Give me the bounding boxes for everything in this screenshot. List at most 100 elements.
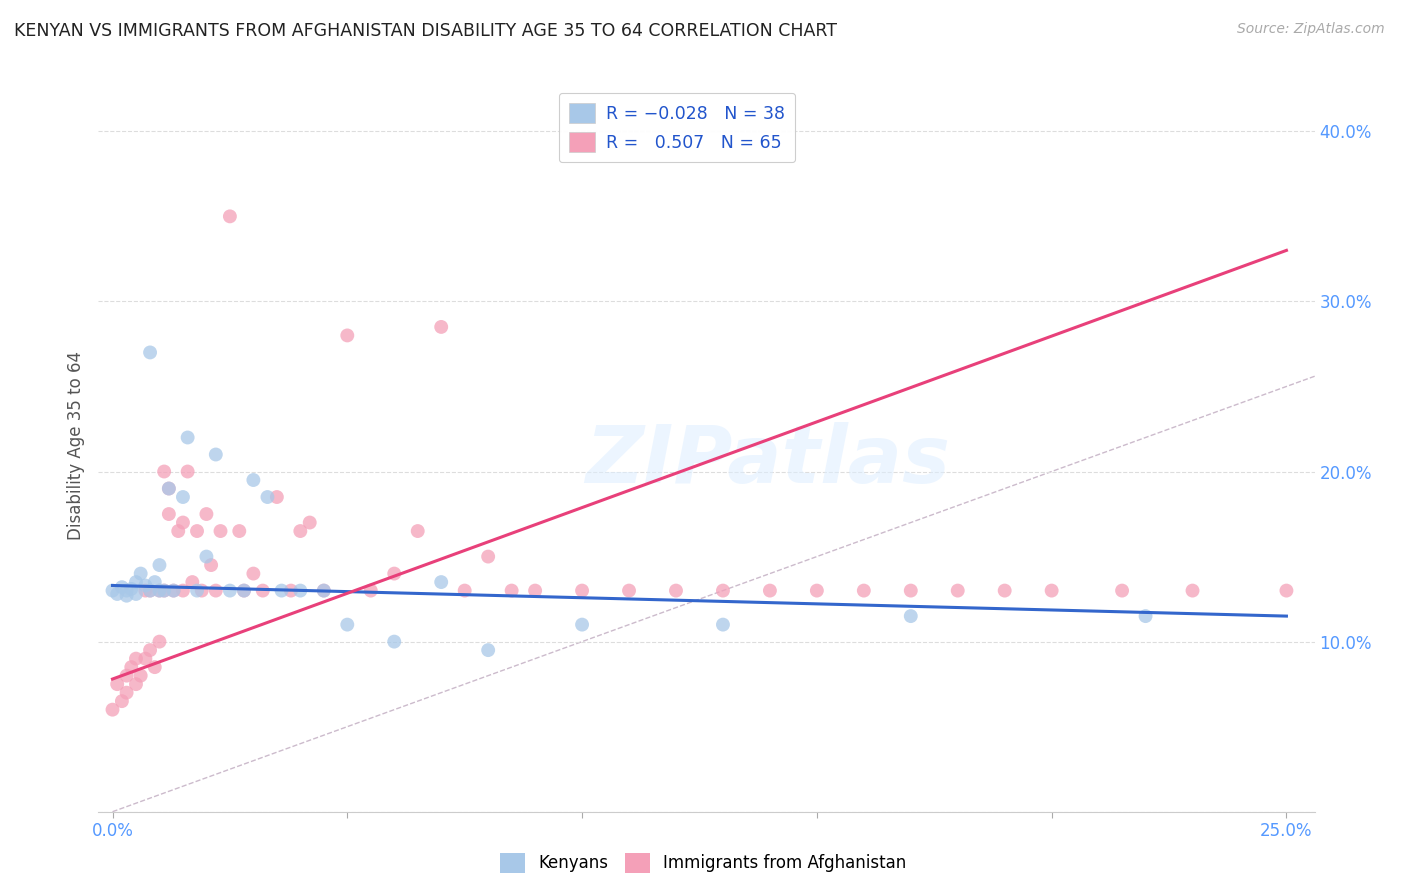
Point — [256, 490, 278, 504]
Point — [125, 587, 148, 601]
Point — [186, 583, 208, 598]
Point — [430, 575, 453, 590]
Point — [994, 583, 1017, 598]
Point — [162, 583, 184, 598]
Point — [711, 617, 734, 632]
Point — [148, 583, 170, 598]
Point — [157, 482, 180, 496]
Point — [382, 634, 405, 648]
Point — [115, 589, 138, 603]
Point — [167, 524, 190, 538]
Point — [157, 482, 180, 496]
Text: KENYAN VS IMMIGRANTS FROM AFGHANISTAN DISABILITY AGE 35 TO 64 CORRELATION CHART: KENYAN VS IMMIGRANTS FROM AFGHANISTAN DI… — [14, 22, 837, 40]
Point — [454, 583, 477, 598]
Point — [134, 651, 156, 665]
Point — [233, 583, 256, 598]
Point — [129, 566, 152, 581]
Point — [153, 465, 176, 479]
Point — [270, 583, 292, 598]
Point — [266, 490, 288, 504]
Point — [139, 345, 162, 359]
Point — [312, 583, 335, 598]
Point — [252, 583, 274, 598]
Point — [1040, 583, 1063, 598]
Y-axis label: Disability Age 35 to 64: Disability Age 35 to 64 — [66, 351, 84, 541]
Point — [157, 507, 180, 521]
Point — [129, 668, 152, 682]
Point — [186, 524, 208, 538]
Point — [617, 583, 640, 598]
Point — [153, 583, 176, 598]
Point — [195, 549, 218, 564]
Point — [571, 617, 593, 632]
Point — [148, 558, 170, 572]
Point — [111, 580, 134, 594]
Point — [219, 210, 242, 224]
Point — [101, 703, 124, 717]
Point — [105, 677, 128, 691]
Point — [233, 583, 256, 598]
Point — [148, 634, 170, 648]
Legend: Kenyans, Immigrants from Afghanistan: Kenyans, Immigrants from Afghanistan — [494, 847, 912, 880]
Point — [524, 583, 547, 598]
Point — [162, 583, 184, 598]
Point — [1275, 583, 1298, 598]
Point — [382, 566, 405, 581]
Point — [430, 320, 453, 334]
Point — [120, 660, 142, 674]
Point — [242, 473, 264, 487]
Point — [806, 583, 828, 598]
Point — [139, 583, 162, 598]
Point — [125, 651, 148, 665]
Point — [1181, 583, 1204, 598]
Point — [172, 490, 194, 504]
Point — [125, 677, 148, 691]
Point — [336, 328, 359, 343]
Point — [153, 583, 176, 598]
Point — [1111, 583, 1133, 598]
Point — [290, 524, 312, 538]
Point — [477, 643, 499, 657]
Point — [219, 583, 242, 598]
Point — [290, 583, 312, 598]
Point — [501, 583, 523, 598]
Point — [172, 516, 194, 530]
Point — [571, 583, 593, 598]
Point — [477, 549, 499, 564]
Point — [143, 660, 166, 674]
Point — [298, 516, 321, 530]
Point — [665, 583, 688, 598]
Point — [711, 583, 734, 598]
Point — [134, 578, 156, 592]
Point — [200, 558, 222, 572]
Point — [900, 583, 922, 598]
Point — [759, 583, 782, 598]
Point — [148, 583, 170, 598]
Point — [115, 583, 138, 598]
Point — [242, 566, 264, 581]
Point — [115, 668, 138, 682]
Point — [406, 524, 429, 538]
Point — [280, 583, 302, 598]
Point — [852, 583, 875, 598]
Point — [190, 583, 212, 598]
Legend: R = −​0.028   N = 38, R =   0.507   N = 65: R = −​0.028 N = 38, R = 0.507 N = 65 — [558, 93, 796, 162]
Point — [139, 643, 162, 657]
Point — [101, 583, 124, 598]
Text: ZIPatlas: ZIPatlas — [585, 422, 950, 500]
Point — [360, 583, 382, 598]
Point — [336, 617, 359, 632]
Point — [312, 583, 335, 598]
Point — [134, 583, 156, 598]
Point — [176, 465, 198, 479]
Point — [946, 583, 969, 598]
Point — [1135, 609, 1157, 624]
Point — [139, 583, 162, 598]
Point — [120, 582, 142, 596]
Point — [172, 583, 194, 598]
Point — [105, 587, 128, 601]
Point — [204, 583, 226, 598]
Point — [228, 524, 250, 538]
Point — [143, 575, 166, 590]
Point — [181, 575, 204, 590]
